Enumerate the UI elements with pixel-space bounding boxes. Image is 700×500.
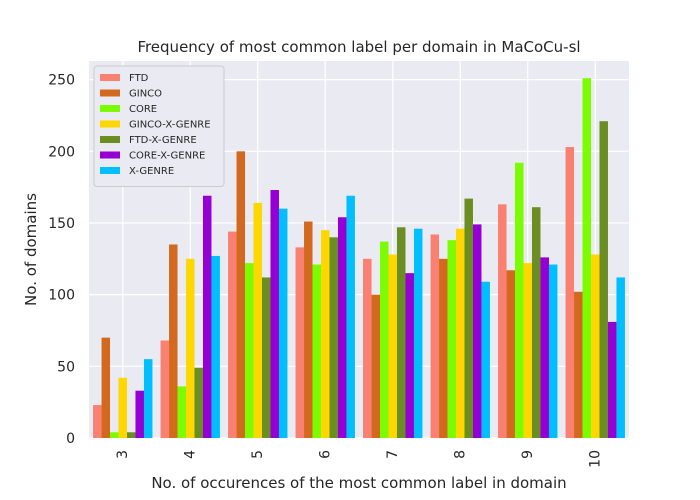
bar-ginco-x-genre-6 bbox=[321, 230, 330, 438]
legend-label: FTD-X-GENRE bbox=[129, 135, 197, 146]
legend-swatch bbox=[100, 89, 120, 97]
bar-core-10 bbox=[582, 78, 592, 438]
bar-ftd-x-genre-3 bbox=[126, 432, 136, 438]
bar-ginco-8 bbox=[439, 258, 448, 438]
bar-x-genre-5 bbox=[278, 208, 288, 438]
x-tick-label: 3 bbox=[115, 450, 131, 459]
x-axis-ticks: 3 4 5 6 7 8 9 10 bbox=[115, 450, 604, 468]
bar-ftd-x-genre-10 bbox=[599, 121, 608, 439]
bar-ginco-10 bbox=[574, 291, 583, 438]
bar-core-4 bbox=[177, 386, 187, 438]
legend-swatch bbox=[100, 136, 120, 143]
legend-label: CORE-X-GENRE bbox=[129, 151, 205, 162]
bar-x-genre-3 bbox=[143, 359, 153, 438]
bar-ftd-x-genre-8 bbox=[464, 198, 473, 438]
x-tick-label: 8 bbox=[452, 450, 468, 459]
y-axis-ticks: 0 50 100 150 200 250 bbox=[48, 73, 75, 447]
y-axis-label: No. of domains bbox=[22, 193, 40, 306]
bar-core-6 bbox=[312, 264, 322, 438]
x-tick-label: 9 bbox=[520, 450, 536, 459]
bar-x-genre-4 bbox=[211, 255, 220, 438]
bar-ginco-x-genre-4 bbox=[186, 258, 195, 438]
legend-label: X-GENRE bbox=[129, 166, 174, 177]
bar-core-x-genre-6 bbox=[337, 217, 347, 438]
legend-frame bbox=[93, 65, 225, 187]
bar-ginco-7 bbox=[371, 294, 381, 438]
bar-x-genre-10 bbox=[616, 277, 625, 438]
legend-swatch bbox=[100, 74, 120, 81]
bar-ftd-7 bbox=[363, 258, 372, 438]
bar-core-x-genre-5 bbox=[270, 190, 279, 438]
bar-x-genre-9 bbox=[548, 264, 558, 438]
legend-swatch bbox=[100, 151, 120, 159]
bar-ftd-x-genre-7 bbox=[396, 227, 406, 438]
bar-ftd-3 bbox=[93, 405, 102, 438]
bar-ginco-3 bbox=[101, 337, 111, 438]
bars bbox=[93, 78, 625, 439]
bar-ginco-x-genre-3 bbox=[118, 377, 127, 438]
bar-ginco-x-genre-9 bbox=[523, 263, 532, 438]
x-tick-label: 10 bbox=[587, 450, 603, 468]
y-tick-label: 0 bbox=[66, 431, 75, 447]
bar-ginco-x-genre-8 bbox=[456, 228, 465, 438]
x-tick-label: 4 bbox=[182, 450, 198, 459]
bar-ftd-x-genre-6 bbox=[329, 237, 338, 438]
bar-core-x-genre-8 bbox=[472, 224, 482, 438]
y-tick-label: 200 bbox=[48, 144, 75, 160]
bar-ftd-6 bbox=[295, 247, 305, 438]
bar-x-genre-8 bbox=[481, 281, 490, 438]
x-tick-label: 6 bbox=[317, 450, 333, 459]
chart-title: Frequency of most common label per domai… bbox=[137, 38, 580, 56]
bar-core-x-genre-3 bbox=[135, 390, 144, 438]
bar-core-x-genre-10 bbox=[607, 321, 617, 438]
bar-core-5 bbox=[245, 263, 254, 438]
bar-core-8 bbox=[447, 240, 457, 438]
legend-swatch bbox=[100, 167, 120, 174]
y-tick-label: 50 bbox=[57, 359, 75, 375]
bar-ginco-5 bbox=[236, 151, 246, 438]
x-tick-label: 7 bbox=[385, 450, 401, 459]
bar-x-genre-7 bbox=[413, 228, 423, 438]
bar-ftd-x-genre-9 bbox=[531, 207, 541, 438]
legend-swatch bbox=[100, 105, 120, 112]
bar-core-x-genre-4 bbox=[202, 195, 212, 438]
y-tick-label: 250 bbox=[48, 73, 75, 89]
bar-core-x-genre-9 bbox=[540, 257, 549, 438]
bar-ftd-x-genre-5 bbox=[261, 277, 271, 438]
bar-ginco-9 bbox=[506, 270, 516, 438]
legend-swatch bbox=[100, 120, 120, 128]
x-tick-label: 5 bbox=[250, 450, 266, 459]
bar-ftd-10 bbox=[565, 147, 575, 438]
bar-ftd-5 bbox=[228, 231, 237, 438]
bar-ginco-6 bbox=[304, 221, 313, 438]
bar-ginco-x-genre-5 bbox=[253, 202, 262, 438]
legend-label: GINCO bbox=[129, 89, 162, 100]
bar-ftd-x-genre-4 bbox=[194, 367, 203, 438]
bar-x-genre-6 bbox=[346, 195, 355, 438]
bar-ginco-x-genre-10 bbox=[591, 254, 600, 438]
bar-ftd-9 bbox=[498, 204, 507, 438]
legend: FTD GINCO CORE GINCO-X-GENRE FTD-X-GENRE CORE… bbox=[93, 65, 225, 187]
legend-label: GINCO-X-GENRE bbox=[129, 120, 211, 131]
bar-core-3 bbox=[110, 432, 119, 438]
bar-core-9 bbox=[515, 162, 524, 438]
bar-ginco-x-genre-7 bbox=[388, 254, 397, 438]
bar-ginco-4 bbox=[169, 244, 178, 438]
x-axis-label: No. of occurences of the most common lab… bbox=[151, 474, 566, 492]
bar-ftd-8 bbox=[430, 234, 440, 438]
legend-label: CORE bbox=[129, 104, 157, 115]
bar-core-7 bbox=[380, 241, 389, 438]
bar-core-x-genre-7 bbox=[405, 273, 414, 438]
y-tick-label: 100 bbox=[48, 288, 75, 304]
legend-label: FTD bbox=[129, 73, 149, 84]
bar-ftd-4 bbox=[160, 340, 170, 438]
y-tick-label: 150 bbox=[48, 216, 75, 232]
